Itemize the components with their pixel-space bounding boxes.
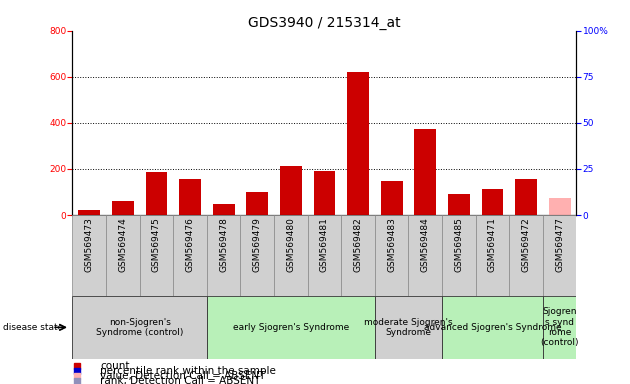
Text: rank, Detection Call = ABSENT: rank, Detection Call = ABSENT: [100, 376, 261, 384]
Bar: [307, 215, 341, 296]
Text: percentile rank within the sample: percentile rank within the sample: [100, 366, 276, 376]
Text: disease state: disease state: [3, 323, 64, 332]
Text: GSM569484: GSM569484: [421, 217, 430, 272]
Text: GSM569483: GSM569483: [387, 217, 396, 272]
Bar: [476, 215, 509, 296]
Bar: [442, 296, 543, 359]
Text: Sjogren
s synd
rome
(control): Sjogren s synd rome (control): [541, 307, 579, 348]
Bar: [314, 171, 335, 215]
Text: value, Detection Call = ABSENT: value, Detection Call = ABSENT: [100, 371, 266, 381]
Bar: [408, 215, 442, 296]
Bar: [509, 215, 543, 296]
Text: GSM569476: GSM569476: [186, 217, 195, 272]
Title: GDS3940 / 215314_at: GDS3940 / 215314_at: [248, 16, 401, 30]
Text: GSM569482: GSM569482: [353, 217, 362, 272]
Bar: [112, 201, 134, 215]
Text: GSM569479: GSM569479: [253, 217, 261, 272]
Text: advanced Sjogren's Syndrome: advanced Sjogren's Syndrome: [423, 323, 561, 332]
Text: non-Sjogren's
Syndrome (control): non-Sjogren's Syndrome (control): [96, 318, 183, 337]
Bar: [543, 215, 576, 296]
Bar: [381, 181, 403, 215]
Bar: [146, 172, 168, 215]
Bar: [78, 210, 100, 215]
Text: GSM569478: GSM569478: [219, 217, 228, 272]
Bar: [207, 296, 375, 359]
Text: GSM569475: GSM569475: [152, 217, 161, 272]
Bar: [448, 194, 470, 215]
Bar: [274, 215, 307, 296]
Text: GSM569480: GSM569480: [287, 217, 295, 272]
Text: GSM569474: GSM569474: [118, 217, 127, 272]
Bar: [72, 296, 207, 359]
Bar: [543, 296, 576, 359]
Text: moderate Sjogren's
Syndrome: moderate Sjogren's Syndrome: [364, 318, 453, 337]
Bar: [515, 179, 537, 215]
Bar: [173, 215, 207, 296]
Text: GSM569472: GSM569472: [522, 217, 530, 272]
Text: GSM569473: GSM569473: [85, 217, 94, 272]
Bar: [241, 215, 274, 296]
Text: count: count: [100, 361, 130, 371]
Bar: [442, 215, 476, 296]
Bar: [341, 215, 375, 296]
Text: GSM569481: GSM569481: [320, 217, 329, 272]
Bar: [347, 72, 369, 215]
Bar: [140, 215, 173, 296]
Bar: [280, 166, 302, 215]
Bar: [106, 215, 140, 296]
Bar: [207, 215, 241, 296]
Bar: [415, 129, 436, 215]
Bar: [375, 215, 408, 296]
Bar: [246, 192, 268, 215]
Bar: [179, 179, 201, 215]
Bar: [481, 189, 503, 215]
Text: GSM569477: GSM569477: [555, 217, 564, 272]
Bar: [375, 296, 442, 359]
Text: GSM569485: GSM569485: [454, 217, 463, 272]
Bar: [213, 204, 234, 215]
Bar: [72, 215, 106, 296]
Bar: [549, 198, 571, 215]
Text: GSM569471: GSM569471: [488, 217, 497, 272]
Text: early Sjogren's Syndrome: early Sjogren's Syndrome: [232, 323, 349, 332]
